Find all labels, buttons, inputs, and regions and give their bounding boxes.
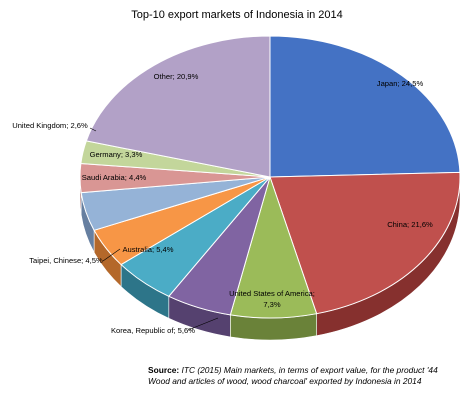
source-note: Source: ITC (2015) Main markets, in term…: [148, 365, 458, 387]
leader-line-taipei-chinese: [102, 248, 121, 262]
source-prefix: Source:: [148, 365, 180, 375]
chart-title: Top-10 export markets of Indonesia in 20…: [131, 9, 343, 21]
slice-label-saudi-arabia: Saudi Arabia; 4,4%: [82, 173, 147, 182]
slice-label-united-kingdom: United Kingdom; 2,6%: [12, 121, 88, 130]
slice-label-china: China; 21,6%: [387, 220, 433, 229]
slice-label-germany: Germany; 3,3%: [90, 150, 143, 159]
leader-line-united-kingdom: [89, 127, 97, 132]
slice-china: [269, 171, 461, 315]
slice-label-taipei-chinese: Taipei, Chinese; 4,5%: [29, 256, 103, 265]
slice-label-other: Other; 20,9%: [154, 72, 199, 81]
slice-label-korea-republic-of: Korea, Republic of; 5,6%: [111, 326, 195, 335]
source-text: ITC (2015) Main markets, in terms of exp…: [148, 365, 438, 386]
leader-line-korea-republic-of: [187, 317, 219, 331]
slice-label-australia: Australia; 5,4%: [122, 245, 173, 254]
slice-label-japan: Japan; 24,5%: [377, 79, 424, 88]
slice-label-united-states-of-america: United States of America; 7,3%: [229, 289, 315, 309]
slice-other: [85, 35, 271, 178]
slice-japan: [269, 35, 461, 178]
